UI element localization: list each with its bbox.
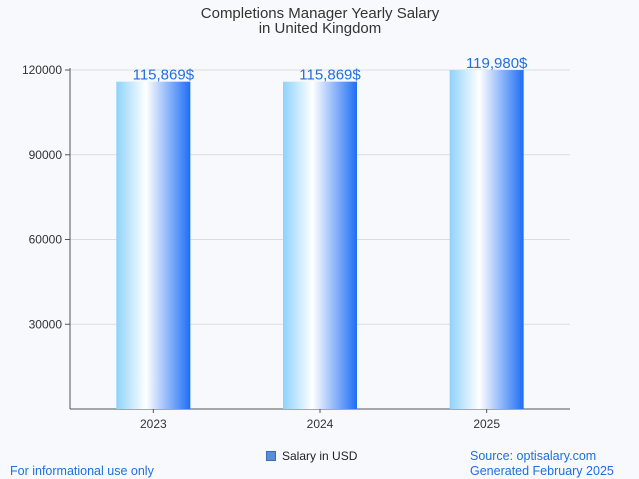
legend: Salary in USD (266, 449, 357, 463)
footer-source: Source: optisalary.com (470, 449, 597, 463)
y-tick-label: 120000 (22, 63, 62, 77)
footer-generated: Generated February 2025 (470, 464, 614, 478)
data-label-2025: 119,980$ (466, 55, 528, 72)
footer-disclaimer: For informational use only (10, 464, 154, 478)
labels: 30000 60000 90000 120000 115,869$ 2023 115,869… (22, 55, 528, 431)
y-tick-label: 60000 (29, 233, 63, 247)
data-label-2023: 115,869$ (133, 67, 195, 84)
bar-2025 (449, 70, 524, 409)
y-tick-label: 30000 (29, 317, 63, 331)
bar-2023 (116, 81, 191, 409)
legend-swatch (266, 451, 276, 461)
bars (116, 70, 524, 409)
x-tick-label-2025: 2025 (473, 417, 500, 431)
data-label-2024: 115,869$ (299, 67, 361, 84)
x-tick-label-2024: 2024 (307, 417, 334, 431)
chart-title-line2: in United Kingdom (259, 20, 382, 37)
legend-label: Salary in USD (282, 449, 358, 463)
chart-title-line1: Completions Manager Yearly Salary (201, 5, 440, 22)
y-tick-label: 90000 (29, 148, 63, 162)
x-tick-label-2023: 2023 (140, 417, 167, 431)
bar-2024 (283, 81, 357, 409)
